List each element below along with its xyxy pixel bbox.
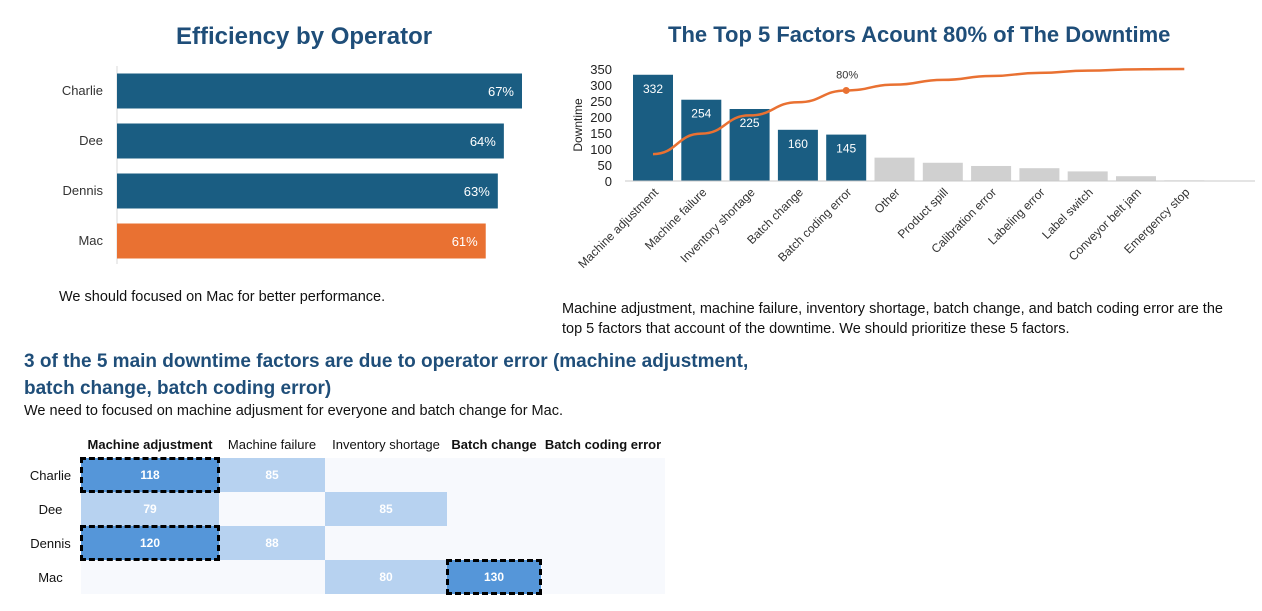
efficiency-value-label: 63% (464, 184, 490, 199)
pareto-bar (971, 165, 1012, 181)
heatmap-cell: 130 (447, 560, 541, 594)
pareto-note-line1: Machine adjustment, machine failure, inv… (562, 301, 1223, 317)
heatmap-cell (219, 492, 325, 526)
pareto-bar (1067, 171, 1108, 181)
pareto-chart-title: The Top 5 Factors Acount 80% of The Down… (668, 22, 1171, 47)
pareto-ytick-label: 0 (605, 174, 612, 189)
pareto-bar-value-label: 145 (836, 142, 856, 156)
pareto-note-line2: top 5 factors that account of the downti… (562, 321, 1070, 337)
pareto-bar (1019, 168, 1060, 181)
heatmap-heading-line1: 3 of the 5 main downtime factors are due… (24, 351, 749, 372)
efficiency-bar-dee (117, 123, 504, 159)
heatmap-column-header: Inventory shortage (332, 436, 440, 452)
heatmap-cell: 120 (81, 526, 219, 560)
efficiency-value-label: 61% (452, 234, 478, 249)
pareto-bar (777, 129, 818, 181)
pareto-bar-value-label: 225 (740, 116, 760, 130)
heatmap-heading: 3 of the 5 main downtime factors are due… (24, 348, 748, 402)
heatmap-row-label: Charlie (29, 467, 72, 483)
downtime-heatmap: Machine adjustment Machine failure Invento… (20, 430, 665, 594)
efficiency-chart-title: Efficiency by Operator (176, 23, 433, 50)
heatmap-column-header: Batch coding error (544, 436, 662, 452)
efficiency-category-label: Dee (79, 133, 103, 148)
pareto-bar (681, 99, 722, 181)
heatmap-cell (325, 458, 447, 492)
pareto-bar (729, 109, 770, 181)
heatmap-column-header: Batch change (451, 436, 537, 452)
efficiency-value-label: 64% (470, 134, 496, 149)
heatmap-subtext: We need to focused on machine adjusment … (24, 403, 563, 419)
heatmap-cell (541, 526, 665, 560)
heatmap-cell: 80 (325, 560, 447, 594)
pareto-ytick-label: 350 (590, 62, 612, 77)
heatmap-column-header: Machine failure (227, 436, 317, 452)
pareto-category-label: Other (871, 185, 902, 216)
heatmap-row-label: Dee (38, 501, 63, 517)
pareto-category-label: Machine adjustment (575, 185, 661, 271)
heatmap-cell: 79 (81, 492, 219, 526)
efficiency-bar-charlie (117, 73, 522, 109)
heatmap-cell (447, 492, 541, 526)
heatmap-cell (325, 526, 447, 560)
pareto-bar (633, 74, 673, 181)
pareto-ytick-label: 150 (590, 126, 612, 141)
heatmap-cell (447, 458, 541, 492)
pareto-cumulative-line (652, 67, 1185, 156)
heatmap-cell (81, 560, 219, 594)
efficiency-bar-chart: Charlie 67% Dee 64% Dennis 63% Mac 61% (62, 66, 522, 264)
pareto-80-marker (842, 86, 850, 94)
efficiency-category-label: Charlie (62, 83, 103, 98)
heatmap-heading-line2: batch change, batch coding error) (24, 378, 332, 399)
heatmap-cell: 85 (219, 458, 325, 492)
heatmap-cell: 118 (81, 458, 219, 492)
efficiency-note: We should focused on Mac for better perf… (59, 289, 386, 305)
heatmap-cell: 85 (325, 492, 447, 526)
pareto-bar (826, 134, 867, 181)
pareto-note: Machine adjustment, machine failure, inv… (562, 299, 1223, 339)
heatmap-column-header: Machine adjustment (87, 436, 213, 452)
heatmap-cell: 88 (219, 526, 325, 560)
heatmap-cell (541, 560, 665, 594)
efficiency-value-label: 67% (488, 84, 514, 99)
pareto-ytick-label: 250 (590, 94, 612, 109)
pareto-bar (1116, 176, 1156, 181)
heatmap-cell (447, 526, 541, 560)
efficiency-bar-dennis (117, 173, 498, 209)
pareto-ytick-label: 50 (598, 158, 612, 173)
efficiency-category-label: Mac (78, 233, 103, 248)
heatmap-cell (541, 458, 665, 492)
pareto-y-axis-title: Downtime (571, 98, 585, 152)
pareto-bar-value-label: 160 (788, 137, 808, 151)
heatmap-cell (219, 560, 325, 594)
pareto-ytick-label: 300 (590, 78, 612, 93)
pareto-ytick-label: 200 (590, 110, 612, 125)
pareto-ytick-label: 100 (590, 142, 612, 157)
pareto-bar (874, 157, 915, 181)
heatmap-cell (541, 492, 665, 526)
pareto-bar-value-label: 254 (691, 107, 711, 121)
heatmap-row-label: Mac (38, 569, 63, 585)
heatmap-corner (20, 430, 81, 458)
pareto-80-label: 80% (836, 69, 858, 81)
efficiency-bar-mac (117, 223, 486, 259)
heatmap-row-label: Dennis (30, 535, 71, 551)
pareto-bar-value-label: 332 (643, 82, 663, 96)
efficiency-category-label: Dennis (63, 183, 104, 198)
pareto-bar (922, 162, 963, 181)
